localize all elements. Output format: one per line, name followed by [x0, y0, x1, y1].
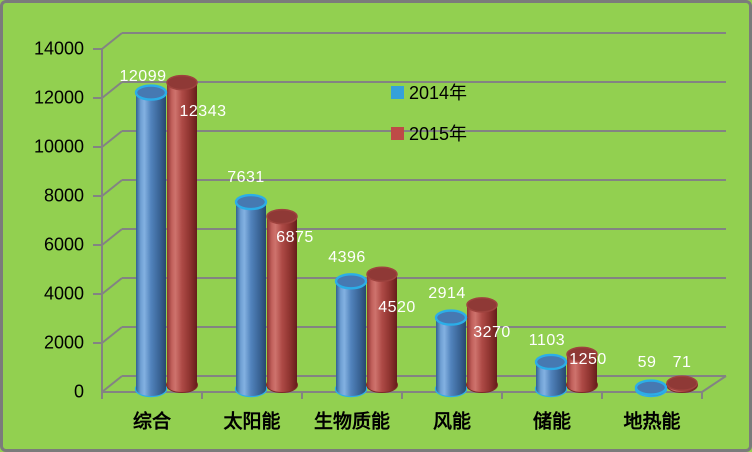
cylinder-bar-2014年-5	[634, 379, 668, 398]
cylinder-top	[166, 74, 198, 91]
legend-swatch-2014-icon	[391, 85, 404, 99]
grid-diagonal	[101, 326, 123, 344]
floor-left-edge	[101, 375, 123, 393]
cylinder-body	[136, 92, 166, 397]
cylinder-bar-2015年-1	[266, 208, 298, 393]
grid-diagonal	[101, 81, 123, 99]
cylinder-top	[634, 379, 668, 396]
cylinder-body	[336, 281, 366, 396]
cylinder-bar-2015年-4	[566, 346, 598, 393]
cylinder-bar-2014年-1	[234, 193, 268, 398]
legend-swatch-2015-icon	[391, 126, 404, 140]
cylinder-body	[536, 361, 566, 396]
cylinder-body	[267, 216, 297, 392]
cylinder-bar-2015年-0	[166, 74, 198, 393]
gridlines	[93, 32, 727, 399]
grid-diagonal	[101, 32, 123, 50]
legend: 2014年 2015年	[391, 79, 467, 161]
cylinder-bar-2014年-0	[134, 84, 168, 398]
legend-label-2014: 2014年	[409, 83, 468, 103]
legend-item-2014: 2014年	[391, 79, 467, 105]
cylinder-bar-2015年-2	[366, 266, 398, 393]
cylinder-bar-2014年-4	[534, 353, 568, 398]
grid-diagonal	[101, 277, 123, 295]
cylinder-body	[236, 202, 266, 396]
bars	[134, 74, 698, 398]
cylinder-bar-2015年-5	[666, 375, 698, 393]
cylinder-bar-2015年-3	[466, 297, 498, 393]
grid-diagonal	[101, 130, 123, 148]
cylinder-top	[234, 193, 268, 211]
legend-label-2015: 2015年	[409, 124, 468, 144]
cylinder-top	[266, 208, 298, 225]
cylinder-body	[167, 82, 197, 392]
cylinder-bar-2014年-2	[334, 273, 368, 398]
cylinder-body	[436, 317, 466, 396]
floor-right-edge	[701, 375, 727, 393]
grid-diagonal	[101, 228, 123, 246]
legend-item-2015: 2015年	[391, 120, 467, 146]
cylinder-top	[466, 297, 498, 313]
cylinder-body	[567, 354, 597, 392]
cylinder-top	[334, 273, 368, 290]
cylinder-top	[434, 309, 468, 326]
cylinder-top	[666, 375, 698, 392]
grid-diagonal	[101, 179, 123, 197]
cylinder-body	[367, 274, 397, 392]
cylinder-bar-2014年-3	[434, 309, 468, 398]
cylinder-top	[134, 84, 168, 101]
cylinder-top	[566, 346, 598, 363]
cylinder-top	[534, 353, 568, 371]
cylinder-body	[467, 304, 497, 392]
cylinder-top	[366, 266, 398, 283]
